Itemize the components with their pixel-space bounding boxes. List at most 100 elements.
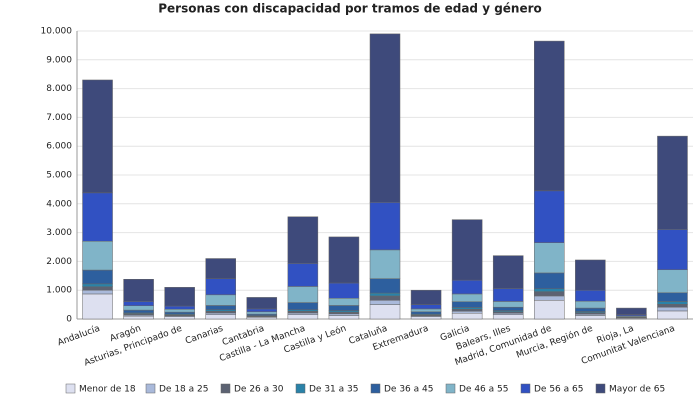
- bar-segment: [452, 307, 482, 309]
- bar-segment: [288, 286, 318, 302]
- bar-segment: [575, 301, 605, 308]
- legend-swatch: [66, 384, 75, 393]
- bar-segment: [165, 317, 195, 319]
- bar-segment: [657, 293, 687, 302]
- y-tick-label: 8.000: [46, 84, 72, 94]
- bar-segment: [247, 317, 277, 319]
- bar-segment: [206, 295, 236, 306]
- bar-segment: [452, 280, 482, 294]
- bar-segment: [534, 41, 564, 191]
- bar-segment: [288, 303, 318, 310]
- legend-label: De 36 a 45: [384, 385, 433, 395]
- legend-label: De 46 a 55: [459, 385, 508, 395]
- legend-swatch: [446, 384, 455, 393]
- y-tick-label: 5.000: [46, 171, 72, 181]
- legend-swatch: [521, 384, 530, 393]
- legend-label: De 56 a 65: [534, 385, 583, 395]
- bar-segment: [411, 290, 441, 304]
- bar-segment: [288, 263, 318, 286]
- legend-label: De 31 a 35: [309, 385, 358, 395]
- bar-segment: [329, 305, 359, 310]
- bar-segment: [206, 315, 236, 319]
- y-tick-label: 4.000: [46, 199, 72, 209]
- bar-segment: [452, 294, 482, 302]
- bar-segment: [83, 294, 113, 319]
- bar-segment: [452, 311, 482, 313]
- bar-segment: [124, 306, 154, 310]
- bar-segment: [288, 313, 318, 315]
- bar-segment: [493, 288, 523, 301]
- bar-segment: [124, 279, 154, 301]
- bar-segment: [329, 316, 359, 319]
- bar-segment: [83, 287, 113, 290]
- bar-segment: [657, 270, 687, 293]
- bar-segment: [165, 309, 195, 312]
- bar-segment: [83, 270, 113, 284]
- bar-segment: [411, 309, 441, 312]
- bar-segment: [411, 317, 441, 319]
- y-tick-label: 1.000: [46, 286, 72, 296]
- bar-segment: [370, 34, 400, 202]
- bar-segment: [206, 279, 236, 295]
- bar-segment: [288, 311, 318, 313]
- bar-segment: [124, 301, 154, 305]
- bar-segment: [411, 312, 441, 314]
- bar-segment: [657, 136, 687, 229]
- bar-segment: [575, 260, 605, 290]
- legend-label: Menor de 18: [79, 385, 136, 395]
- bar-segment: [165, 306, 195, 309]
- bar-segment: [370, 293, 400, 296]
- bar-segment: [247, 297, 277, 309]
- bar-segment: [493, 301, 523, 307]
- bar-segment: [657, 307, 687, 311]
- bar-segment: [493, 315, 523, 319]
- bar-segment: [493, 307, 523, 310]
- bar-segment: [575, 290, 605, 301]
- y-tick-label: 6.000: [46, 142, 72, 152]
- bar-segment: [575, 316, 605, 319]
- bar-segment: [575, 308, 605, 311]
- bar-segment: [329, 237, 359, 283]
- bar-segment: [288, 315, 318, 319]
- y-tick-label: 10.000: [41, 27, 73, 37]
- bar-segment: [124, 310, 154, 313]
- bar-segment: [83, 284, 113, 287]
- bar-segment: [83, 290, 113, 294]
- bar-segment: [616, 308, 646, 315]
- bar-segment: [534, 243, 564, 273]
- bar-segment: [493, 256, 523, 289]
- bar-segment: [370, 279, 400, 293]
- bar-segment: [534, 273, 564, 289]
- x-tick-label: Andalucía: [56, 324, 101, 349]
- bar-segment: [411, 305, 441, 309]
- bar-segment: [370, 300, 400, 304]
- bar-segment: [452, 220, 482, 280]
- y-tick-label: 0: [66, 315, 72, 325]
- x-tick-label: Canarias: [184, 324, 225, 347]
- bar-segment: [165, 287, 195, 306]
- bar-segment: [247, 309, 277, 312]
- bar-segment: [452, 309, 482, 311]
- bar-segment: [370, 202, 400, 250]
- bar-segment: [329, 298, 359, 305]
- legend-swatch: [221, 384, 230, 393]
- bar-segment: [329, 314, 359, 316]
- bar-segment: [452, 302, 482, 308]
- bar-segment: [657, 301, 687, 304]
- bar-segment: [288, 217, 318, 264]
- bar-segment: [657, 311, 687, 319]
- bar-segment: [534, 296, 564, 300]
- bar-segment: [206, 311, 236, 313]
- bar-segment: [657, 304, 687, 307]
- bar-segment: [370, 296, 400, 300]
- bar-segment: [370, 250, 400, 279]
- y-tick-label: 2.000: [46, 257, 72, 267]
- bar-segment: [165, 312, 195, 314]
- bar-segment: [83, 193, 113, 241]
- bar-segment: [124, 316, 154, 319]
- bar-segment: [83, 80, 113, 193]
- bar-segment: [534, 289, 564, 292]
- legend-label: Mayor de 65: [609, 385, 665, 395]
- bar-segment: [370, 305, 400, 319]
